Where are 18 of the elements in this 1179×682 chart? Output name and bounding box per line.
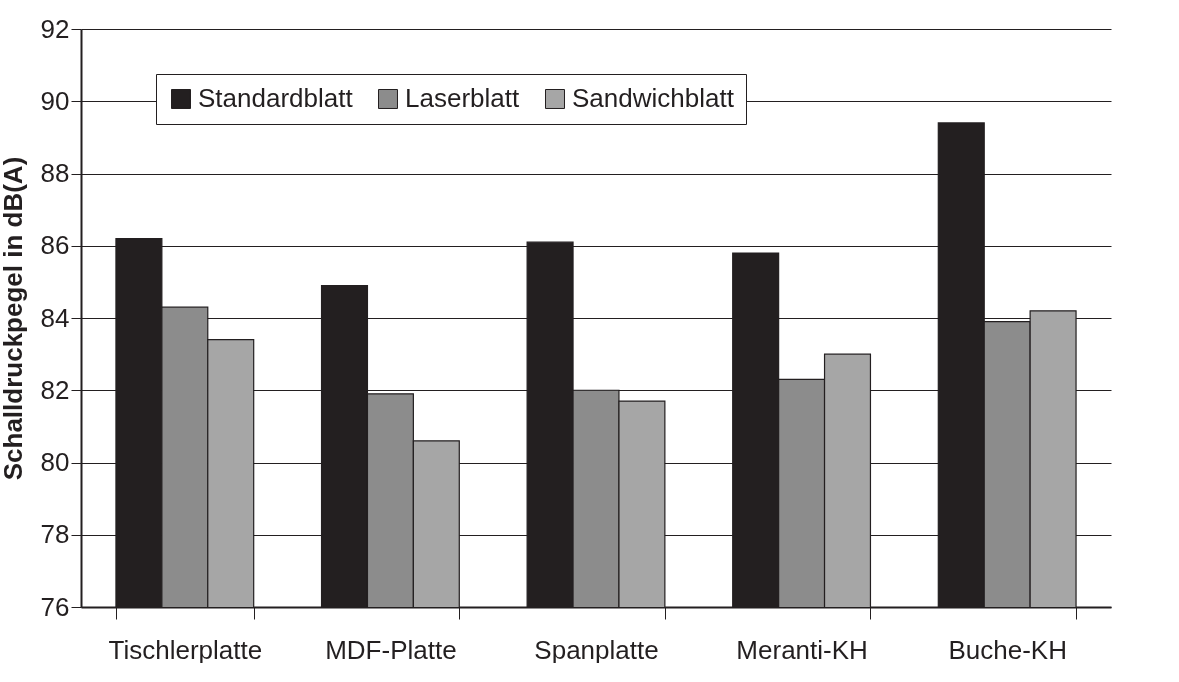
y-axis-title: Schalldruckpegel in dB(A) [0,156,28,481]
y-tick-label: 90 [40,85,70,116]
x-tick-label: Spanplatte [534,634,659,665]
y-tick-label: 86 [40,230,70,261]
y-tick-label: 84 [40,302,70,333]
legend-label: Sandwichblatt [572,83,735,113]
x-tick-label: Buche-KH [948,634,1067,665]
x-tick-label: MDF-Platte [325,634,457,665]
legend-label: Standardblatt [198,83,354,113]
y-tick-label: 88 [40,158,70,188]
y-tick-label: 82 [40,374,70,405]
y-tick-label: 78 [40,519,70,550]
legend-label: Laserblatt [405,83,520,113]
y-tick-label: 92 [40,13,70,44]
x-tick-label: Tischlerplatte [108,634,263,665]
y-tick-label: 80 [40,447,70,477]
x-tick-label: Meranti-KH [736,634,868,665]
y-tick-label: 76 [40,591,70,622]
